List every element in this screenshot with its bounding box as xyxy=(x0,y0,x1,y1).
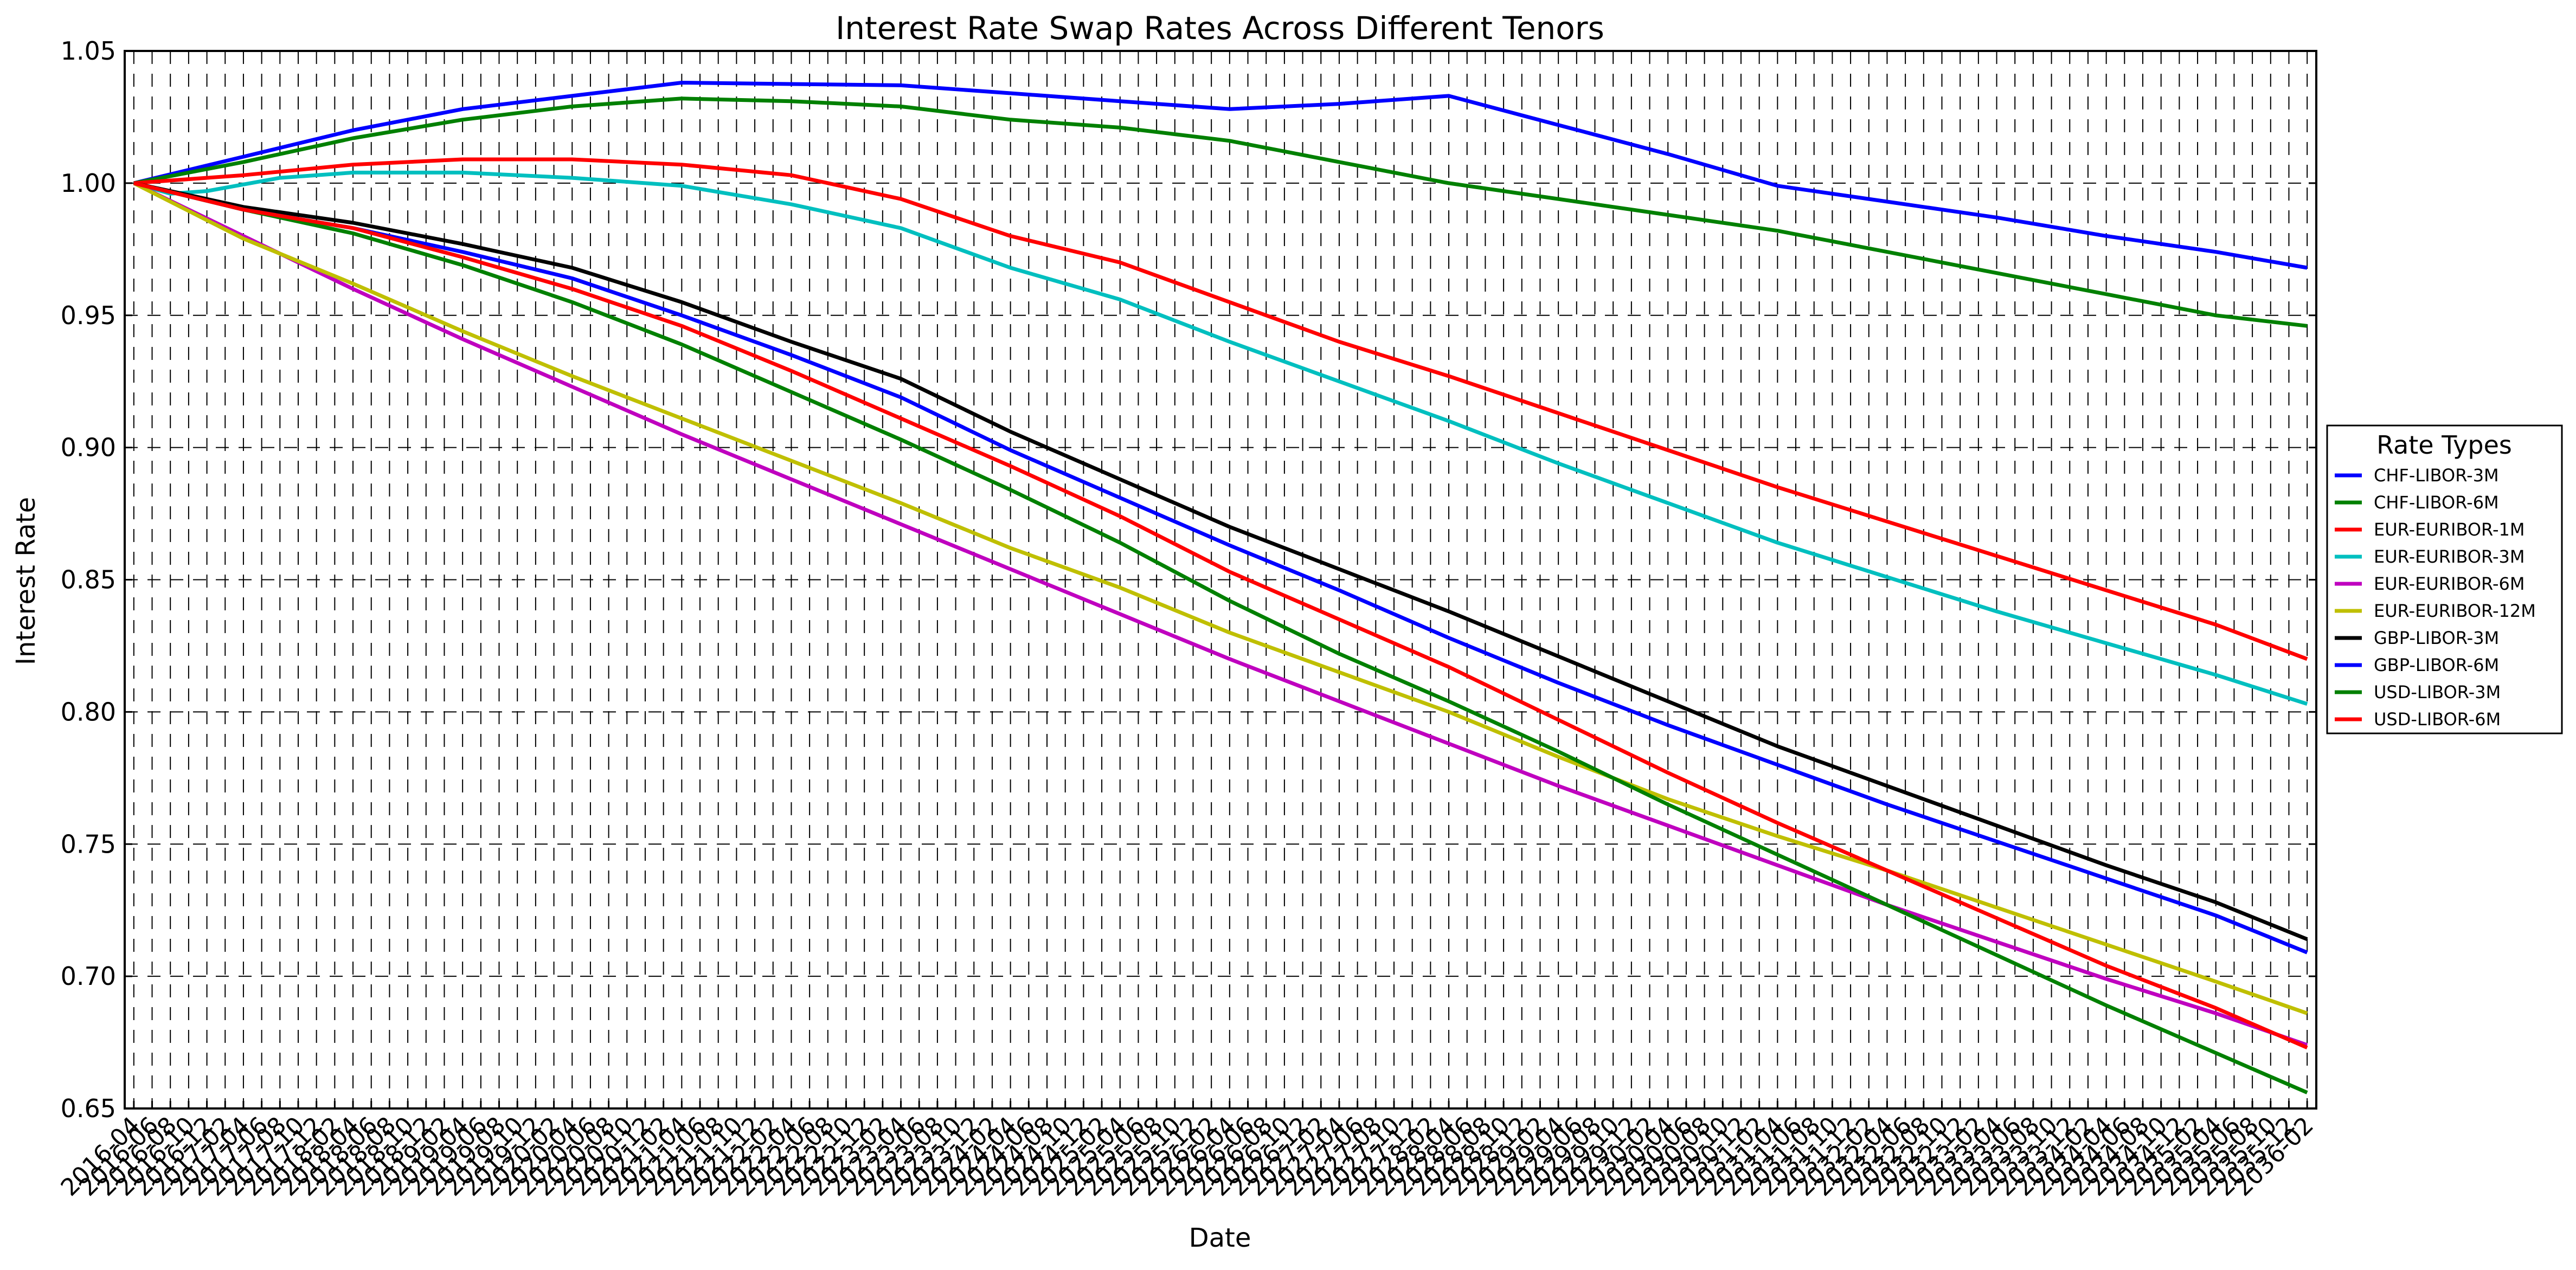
legend-label: GBP-LIBOR-3M xyxy=(2374,628,2499,648)
legend-label: EUR-EURIBOR-1M xyxy=(2374,519,2524,540)
series-lines xyxy=(133,81,2308,1094)
legend-items: CHF-LIBOR-3M CHF-LIBOR-6M EUR-EURIBOR-1M EU… xyxy=(2335,465,2536,730)
series-line-eur-euribor-3m xyxy=(133,170,2308,706)
y-tick-label: 0.75 xyxy=(61,829,116,859)
legend-box xyxy=(2326,424,2563,734)
legend-label: EUR-EURIBOR-3M xyxy=(2374,546,2524,567)
series-line-chf-libor-3m xyxy=(133,81,2308,270)
y-tick-label: 0.70 xyxy=(61,962,116,991)
legend-label: GBP-LIBOR-6M xyxy=(2374,655,2499,675)
y-tick-label: 0.85 xyxy=(61,565,116,595)
legend-label: USD-LIBOR-3M xyxy=(2374,682,2501,702)
y-tick-label: 0.80 xyxy=(61,697,116,726)
y-tick-label: 1.00 xyxy=(61,169,116,198)
y-tick-label: 0.65 xyxy=(61,1094,116,1123)
legend-label: CHF-LIBOR-6M xyxy=(2374,492,2499,513)
legend-title: Rate Types xyxy=(2376,430,2512,460)
x-axis: 2016-042016-062016-082016-102016-122017-… xyxy=(56,1101,2319,1202)
legend-label: EUR-EURIBOR-12M xyxy=(2374,601,2536,621)
series-line-usd-libor-3m xyxy=(133,181,2308,1094)
grid-lines xyxy=(125,50,2316,1109)
series-line-gbp-libor-3m xyxy=(133,181,2308,942)
x-axis-label: Date xyxy=(1189,1223,1251,1253)
series-line-eur-euribor-1m xyxy=(133,157,2308,661)
legend: Rate Types CHF-LIBOR-3M CHF-LIBOR-6M EUR-E… xyxy=(2326,424,2563,734)
series-line-gbp-libor-6m xyxy=(133,181,2308,955)
y-axis: 0.65 0.70 0.75 0.80 0.85 0.90 0.95 1.00 1.05 xyxy=(61,36,2316,1123)
chart-title: Interest Rate Swap Rates Across Differen… xyxy=(836,10,1604,47)
series-line-usd-libor-6m xyxy=(133,181,2308,1050)
y-tick-label: 1.05 xyxy=(61,36,116,66)
y-tick-label: 0.95 xyxy=(61,301,116,330)
legend-label: EUR-EURIBOR-6M xyxy=(2374,573,2524,594)
legend-label: USD-LIBOR-6M xyxy=(2374,709,2501,730)
y-tick-label: 0.90 xyxy=(61,433,116,462)
series-line-eur-euribor-12m xyxy=(133,181,2308,1015)
y-axis-label: Interest Rate xyxy=(11,497,41,665)
series-line-eur-euribor-6m xyxy=(133,181,2308,1047)
legend-label: CHF-LIBOR-3M xyxy=(2374,465,2499,486)
series-line-chf-libor-6m xyxy=(133,96,2308,328)
